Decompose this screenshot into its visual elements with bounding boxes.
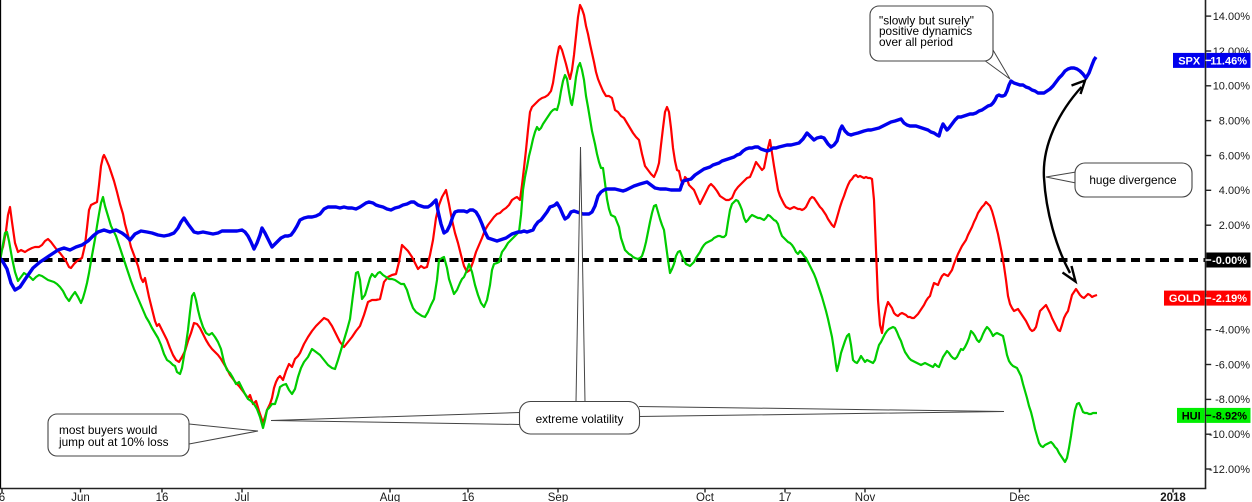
svg-text:positive dynamics: positive dynamics xyxy=(879,24,972,38)
svg-text:2018: 2018 xyxy=(1160,492,1186,502)
svg-text:-8.92%: -8.92% xyxy=(1212,410,1247,422)
svg-text:17: 17 xyxy=(779,492,792,502)
svg-text:16: 16 xyxy=(462,492,475,502)
svg-text:-4.00%: -4.00% xyxy=(1215,325,1250,337)
svg-text:most buyers would: most buyers would xyxy=(59,423,157,437)
svg-text:Jun: Jun xyxy=(71,492,90,502)
svg-text:6: 6 xyxy=(0,492,5,502)
svg-text:SPX: SPX xyxy=(1178,55,1201,67)
svg-text:huge divergence: huge divergence xyxy=(1089,173,1177,187)
svg-text:"slowly but surely": "slowly but surely" xyxy=(879,14,974,28)
svg-text:-12.00%: -12.00% xyxy=(1209,464,1250,476)
svg-text:-2.19%: -2.19% xyxy=(1212,293,1247,305)
svg-text:Nov: Nov xyxy=(855,492,876,502)
svg-text:GOLD: GOLD xyxy=(1169,293,1201,305)
svg-text:-0.00%: -0.00% xyxy=(1212,255,1247,267)
svg-text:-6.00%: -6.00% xyxy=(1215,359,1250,371)
svg-text:8.00%: 8.00% xyxy=(1219,115,1250,127)
svg-text:extreme volatility: extreme volatility xyxy=(536,412,624,426)
svg-text:Oct: Oct xyxy=(696,492,715,502)
svg-text:6.00%: 6.00% xyxy=(1219,150,1250,162)
svg-text:Aug: Aug xyxy=(380,492,400,502)
svg-text:11.46%: 11.46% xyxy=(1210,55,1247,67)
svg-text:4.00%: 4.00% xyxy=(1219,185,1250,197)
svg-text:10.00%: 10.00% xyxy=(1213,81,1251,93)
svg-text:14.00%: 14.00% xyxy=(1213,11,1251,23)
svg-text:-8.00%: -8.00% xyxy=(1215,394,1250,406)
svg-text:16: 16 xyxy=(156,492,169,502)
svg-text:over all period: over all period xyxy=(879,35,953,49)
svg-text:HUI: HUI xyxy=(1182,410,1201,422)
svg-text:jump out at 10% loss: jump out at 10% loss xyxy=(58,435,169,449)
svg-text:Dec: Dec xyxy=(1009,492,1030,502)
svg-text:2.00%: 2.00% xyxy=(1219,220,1250,232)
svg-text:Jul: Jul xyxy=(235,492,250,502)
svg-text:-10.00%: -10.00% xyxy=(1209,429,1250,441)
svg-text:Sep: Sep xyxy=(548,492,568,502)
